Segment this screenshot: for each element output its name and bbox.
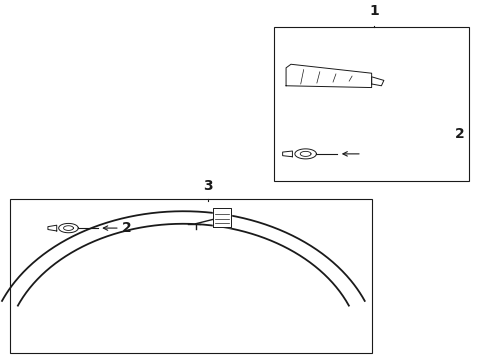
Polygon shape bbox=[48, 225, 57, 231]
Text: 2: 2 bbox=[454, 127, 464, 141]
Polygon shape bbox=[282, 151, 292, 157]
Bar bbox=[273, 27, 468, 181]
Polygon shape bbox=[212, 208, 231, 228]
Bar bbox=[10, 199, 371, 353]
Text: 1: 1 bbox=[368, 4, 378, 18]
Text: 3: 3 bbox=[203, 179, 212, 193]
Text: 2: 2 bbox=[122, 221, 132, 235]
Polygon shape bbox=[371, 77, 383, 86]
Polygon shape bbox=[285, 64, 371, 87]
